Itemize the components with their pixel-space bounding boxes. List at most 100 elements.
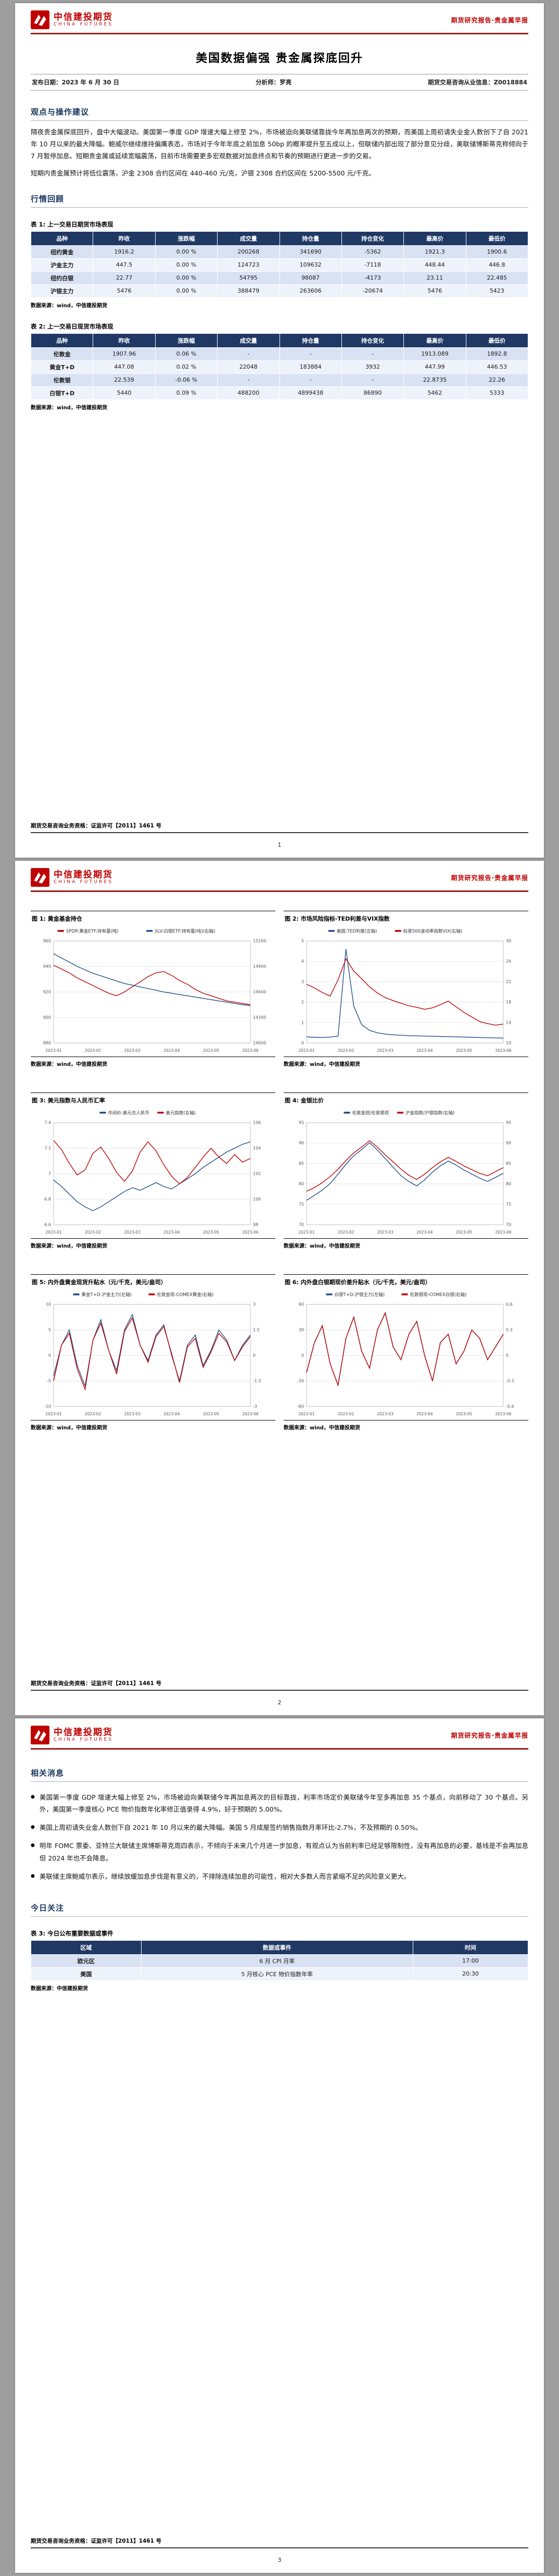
company-name: 中信建投期货 CHINA FUTURES <box>54 12 113 28</box>
table-cell: 263606 <box>279 284 342 298</box>
svg-text:2023-06: 2023-06 <box>242 1230 259 1235</box>
column-header: 区域 <box>31 1940 142 1955</box>
svg-text:90: 90 <box>506 1141 511 1146</box>
report-meta-bar: 发布日期：2023 年 6 月 30 日 分析师：罗亮 期货交易咨询从业信息：Z… <box>31 74 528 91</box>
svg-text:5: 5 <box>48 1328 51 1333</box>
svg-text:2023-04: 2023-04 <box>163 1230 180 1235</box>
header-rule <box>31 33 528 34</box>
company-name-en: CHINA FUTURES <box>54 22 113 28</box>
news-text: 美国上周初请失业金人数创下自 2021 年 10 月以来的最大降幅。美国 5 月… <box>39 1824 422 1832</box>
svg-text:102: 102 <box>253 1172 261 1176</box>
section-today-heading: 今日关注 <box>31 1902 528 1917</box>
section-title: 今日关注 <box>31 1903 65 1913</box>
svg-text:10: 10 <box>506 1041 511 1046</box>
table-cell: 446.8 <box>465 258 529 272</box>
column-header: 涨跌幅 <box>155 231 218 246</box>
svg-text:100: 100 <box>253 1197 261 1202</box>
svg-text:伦敦金现/伦敦银现: 伦敦金现/伦敦银现 <box>352 1110 389 1116</box>
views-paragraph-1: 隔夜贵金属探底回升，盘中大幅波动。美国第一季度 GDP 增速大幅上修至 2%，市… <box>31 128 528 160</box>
table-cell: 纽约黄金 <box>30 245 94 259</box>
column-header: 成交量 <box>217 333 280 348</box>
svg-text:10: 10 <box>46 1302 51 1307</box>
chart-ted-vix: 0 1 2 3 4 5 10 14 18 22 26 30 2023-01 2023-02 2023-03 2… <box>298 928 512 1053</box>
table-cell: 448.44 <box>403 258 466 272</box>
table-cell: 0.00 % <box>155 284 218 298</box>
section-views-heading: 观点与操作建议 <box>31 106 528 121</box>
svg-text:2023-04: 2023-04 <box>416 1048 433 1053</box>
svg-text:95: 95 <box>506 1121 511 1125</box>
table-cell: 5476 <box>403 284 466 298</box>
svg-text:2: 2 <box>301 1000 304 1004</box>
page-footer: 期货交易咨询业务资格：证监许可【2011】1461 号 <box>31 2537 528 2548</box>
figure3-source: 数据来源：wind，中信建投期货 <box>31 1238 275 1249</box>
svg-text:0: 0 <box>301 1041 304 1046</box>
table-row: 美国 5 月核心 PCE 物价指数年率 20:30 <box>31 1967 529 1981</box>
table-header-row: 品种 昨收 涨跌幅 成交量 持仓量 持仓变化 最高价 最低价 <box>30 231 529 246</box>
svg-text:30: 30 <box>299 1328 304 1333</box>
page-1: 中信建投期货 CHINA FUTURES 期货研究报告·贵金属早报 美国数据偏强… <box>15 3 544 858</box>
page-number: 1 <box>277 841 282 848</box>
bullet-icon: ● <box>31 1873 35 1879</box>
table-cell: 0.02 % <box>155 360 218 374</box>
analyst-name: 分析师：罗亮 <box>256 79 292 86</box>
table-cell: 22.26 <box>465 373 529 387</box>
figure4-title: 图 4: 金银比价 <box>284 1092 528 1107</box>
table-cell: 20:30 <box>412 1967 529 1981</box>
news-list: ● 美国第一季度 GDP 增速大幅上修至 2%，市场被迫向美联储今年再加息两次的… <box>31 1791 528 1889</box>
svg-text:黄金T+D-沪金主力(左轴): 黄金T+D-沪金主力(左轴) <box>82 1292 132 1298</box>
svg-text:2023-04: 2023-04 <box>416 1230 433 1235</box>
column-header: 品种 <box>30 231 94 246</box>
svg-text:940: 940 <box>43 964 51 969</box>
table-cell: 1913.089 <box>403 347 466 361</box>
svg-text:2023-03: 2023-03 <box>377 1230 394 1235</box>
news-item: ● 美联储主席鲍威尔表示，继续放缓加息步伐是有意义的，不排除连续加息的可能性，相… <box>31 1870 528 1882</box>
svg-text:960: 960 <box>43 939 51 944</box>
bullet-icon: ● <box>31 1794 35 1800</box>
table-cell: -5362 <box>341 245 404 259</box>
svg-text:2023-05: 2023-05 <box>456 1412 473 1416</box>
svg-text:-60: -60 <box>297 1404 304 1409</box>
svg-text:伦敦银现-COMEX白银(右轴): 伦敦银现-COMEX白银(右轴) <box>410 1292 467 1298</box>
table3-caption: 表 3: 今日公布重要数据或事件 <box>31 1929 113 1937</box>
table-cell: 0.00 % <box>155 271 218 285</box>
report-title: 美国数据偏强 贵金属探底回升 <box>196 52 363 65</box>
figure5-title: 图 5: 内外盘黄金现货升贴水（元/千克，美元/盎司） <box>31 1274 275 1289</box>
table-row: 沪金主力 447.5 0.00 % 124723 109632 -7118 448.44 44… <box>30 258 529 272</box>
svg-text:2023-06: 2023-06 <box>242 1412 259 1416</box>
svg-text:0.3: 0.3 <box>506 1328 513 1333</box>
figure4-source: 数据来源：wind，中信建投期货 <box>284 1238 528 1249</box>
news-item: ● 美国第一季度 GDP 增速大幅上修至 2%，市场被迫向美联储今年再加息两次的… <box>31 1791 528 1815</box>
svg-text:2023-04: 2023-04 <box>163 1048 180 1053</box>
column-header: 最高价 <box>403 333 466 348</box>
table-cell: 23.11 <box>403 271 466 285</box>
section-title: 行情回顾 <box>31 194 65 204</box>
page-number: 2 <box>277 1699 282 1706</box>
column-header: 持仓变化 <box>341 231 404 246</box>
svg-text:70: 70 <box>506 1223 511 1227</box>
svg-text:-3: -3 <box>253 1404 257 1409</box>
page-header: 中信建投期货 CHINA FUTURES 期货研究报告·贵金属早报 <box>31 861 528 887</box>
table-row: 伦敦金 1907.96 0.06 % - - -1913.089 1892.8 <box>30 347 529 361</box>
svg-text:0: 0 <box>301 1353 304 1358</box>
company-logo-icon <box>31 10 49 29</box>
svg-text:3: 3 <box>253 1302 256 1307</box>
table-cell: 109632 <box>279 258 342 272</box>
svg-text:2023-04: 2023-04 <box>416 1412 433 1416</box>
svg-text:2023-06: 2023-06 <box>495 1230 512 1235</box>
column-header: 最低价 <box>465 231 529 246</box>
table-cell: 86890 <box>341 386 404 400</box>
svg-text:2023-02: 2023-02 <box>85 1230 101 1235</box>
table-cell: 447.5 <box>93 258 156 272</box>
svg-text:98: 98 <box>253 1223 258 1227</box>
table-cell: 54795 <box>217 271 280 285</box>
figure-5: 图 5: 内外盘黄金现货升贴水（元/千克，美元/盎司） -10 -5 0 5 10 -3-… <box>31 1274 275 1431</box>
page-2: 中信建投期货 CHINA FUTURES 期货研究报告·贵金属早报 图 1: 黄… <box>15 861 544 1715</box>
svg-text:2023-02: 2023-02 <box>85 1412 101 1416</box>
page-3: 中信建投期货 CHINA FUTURES 期货研究报告·贵金属早报 相关消息 ●… <box>15 1718 544 2573</box>
company-name-en: CHINA FUTURES <box>54 1737 113 1743</box>
svg-text:95: 95 <box>299 1121 304 1125</box>
svg-text:美国:TED利差(左轴): 美国:TED利差(左轴) <box>337 928 377 934</box>
table-cell: -4173 <box>341 271 404 285</box>
table-row: 欧元区 6 月 CPI 月率 17:00 <box>31 1954 529 1968</box>
svg-text:880: 880 <box>43 1041 51 1046</box>
